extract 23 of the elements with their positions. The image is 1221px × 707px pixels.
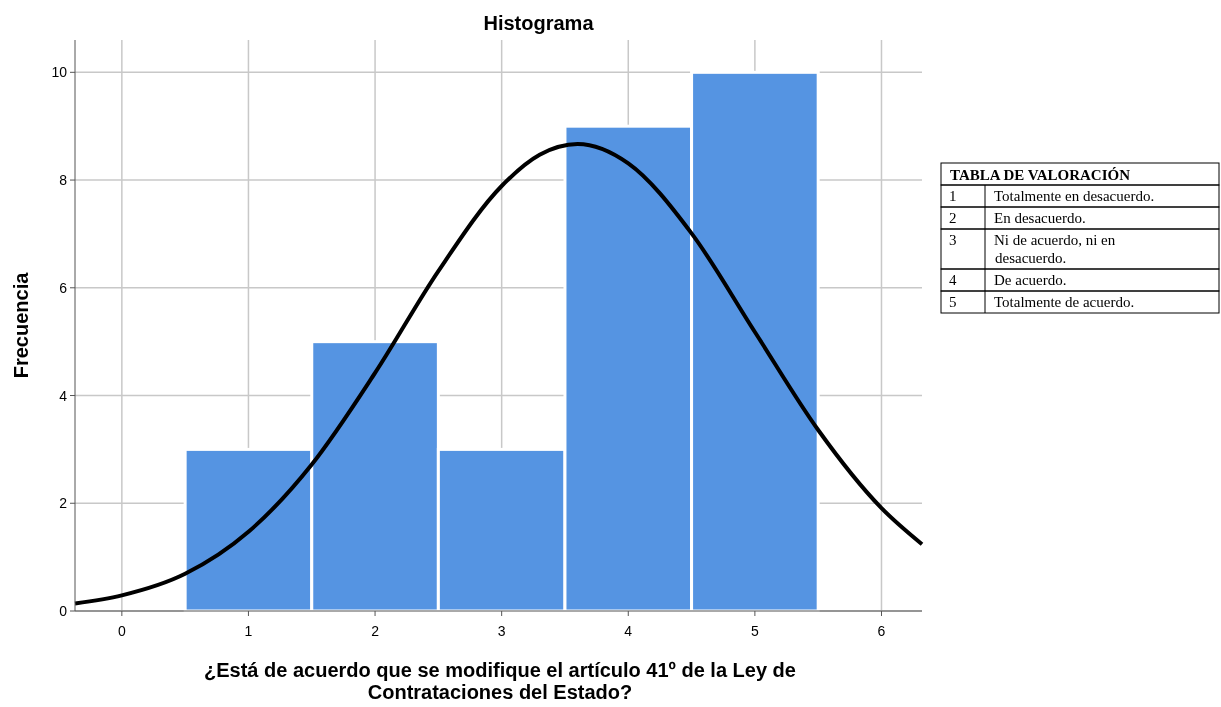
y-tick-label: 2 [59,495,68,512]
line-series [73,141,924,606]
text: 2 En desacuerdo. [949,210,1086,226]
y-tick-label: 6 [59,279,68,296]
x-tick-label: 4 [624,623,633,639]
text: TABLA DE VALORACIÓN [950,167,1131,183]
text: 1 Totalmente en desacuerdo. [949,188,1155,204]
x-tick-label: 1 [244,623,253,639]
x-tick-label: 2 [371,623,380,639]
y-tick-label: 0 [59,603,68,619]
x-tick-label: 0 [117,623,126,639]
x-tick-label: 5 [750,623,759,639]
text: 4 De acuerdo. [949,272,1067,288]
y-tick-label: 8 [59,172,68,189]
text: 3 Ni de acuerdo, ni en desacuerdo. [949,232,1116,266]
y-tick-label: 10 [51,64,68,81]
y-tick-label: 4 [59,387,68,404]
text: 5 Totalmente de acuerdo. [949,294,1135,310]
chart-title: Histograma [483,12,595,34]
x-tick-label: 3 [497,623,506,639]
y-axis-title: Frecuencia [10,271,32,379]
x-tick-label: 6 [877,623,886,639]
x-axis-title: ¿Está de acuerdo que se modifique el artículo 41º de la Ley de Contrataciones del Estado? [204,659,796,703]
